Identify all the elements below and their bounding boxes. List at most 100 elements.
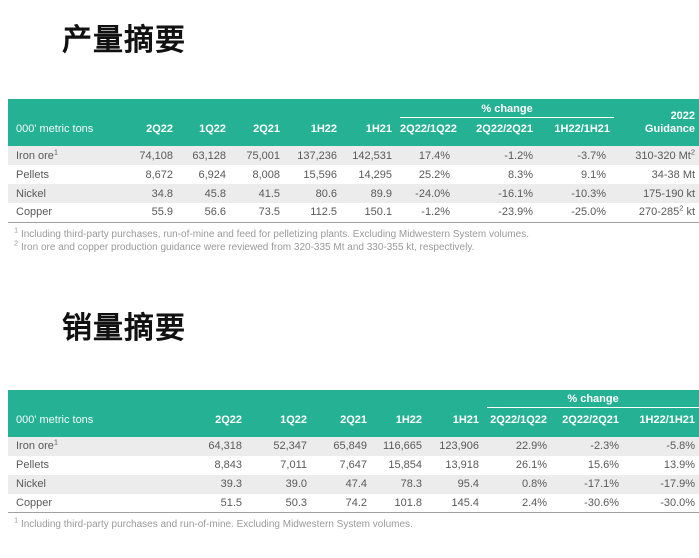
production-table: % change 2022 Guidance 000' metric tons …	[8, 99, 699, 223]
cell-value: -5.8%	[666, 440, 696, 452]
cell-value: 6,924	[198, 168, 226, 181]
table-row: Copper 51.5 50.3 74.2 101.8 145.4 2.4% -…	[8, 494, 699, 513]
row-label: Nickel	[16, 187, 46, 200]
cell-value: 14,295	[358, 168, 393, 181]
cell-value: -23.9%	[498, 206, 534, 219]
table-row: Iron ore1 74,108 63,128 75,001 137,236 1…	[8, 146, 699, 165]
cell-value: 8,672	[145, 168, 173, 181]
cell-value: 112.5	[310, 206, 337, 219]
sup: 1	[53, 146, 59, 156]
column-header: 2Q22/1Q22	[400, 117, 459, 146]
header-columns-row: 000' metric tons 2Q22 1Q22 2Q21 1H22 1H2…	[8, 117, 699, 146]
cell-value: 52,347	[273, 440, 307, 452]
cell-value: 8,843	[214, 459, 242, 471]
sup: 1	[14, 515, 19, 525]
column-header: 2Q22/2Q21	[458, 117, 542, 146]
cell-value: -1.2%	[504, 149, 534, 162]
cell-value: 74,108	[139, 149, 173, 162]
row-label: Iron ore1	[16, 146, 59, 162]
cell-value: -3.7%	[577, 149, 607, 162]
cell-value: 89.9	[370, 187, 393, 200]
cell-value: -2.3%	[590, 440, 620, 452]
cell-value: 63,128	[192, 149, 226, 162]
guidance-value: 270-2852 kt	[638, 203, 696, 219]
cell-value: 22.9%	[515, 440, 548, 452]
cell-value: 9.1%	[580, 168, 607, 181]
cell-value: -30.0%	[660, 496, 696, 509]
cell-value: 51.5	[220, 496, 242, 509]
guidance-value: 175-190 kt	[643, 187, 696, 200]
sales-table-header: % change 000' metric tons 2Q22 1Q22 2Q21…	[8, 389, 699, 437]
sup: 1	[53, 437, 59, 447]
production-title: 产量摘要	[62, 23, 186, 58]
production-table-header: % change 2022 Guidance 000' metric tons …	[8, 99, 699, 146]
cell-value: 137,236	[297, 149, 337, 162]
cell-value: 8,008	[252, 168, 280, 181]
cell-value: -30.6%	[584, 496, 620, 509]
guidance-value: 310-320 Mt2	[635, 146, 696, 162]
column-header: 1Q22	[181, 117, 234, 146]
row-label: Pellets	[16, 459, 50, 471]
cell-value: 41.5	[258, 187, 280, 200]
cell-value: 25.2%	[418, 168, 451, 181]
cell-value: 8.3%	[507, 168, 534, 181]
row-label: Pellets	[16, 168, 50, 181]
cell-value: 47.4	[345, 478, 367, 490]
column-header: 2Q22	[130, 117, 181, 146]
cell-value: -1.2%	[421, 206, 451, 219]
cell-value: -24.0%	[415, 187, 451, 200]
guidance-header-line2: Guidance	[644, 122, 696, 135]
header-group-row: % change	[8, 389, 699, 408]
sup: 2	[14, 238, 19, 248]
cell-value: -17.9%	[660, 478, 696, 490]
sales-title: 销量摘要	[62, 310, 186, 346]
cell-value: 55.9	[151, 206, 173, 219]
cell-value: 39.0	[285, 478, 307, 490]
cell-value: 145.4	[451, 496, 480, 509]
cell-value: 39.3	[220, 478, 242, 490]
column-header: 1Q22	[250, 407, 315, 437]
guidance-column-header: 2022 Guidance	[614, 99, 699, 146]
table-row: Copper 55.9 56.6 73.5 112.5 150.1 -1.2% …	[8, 203, 699, 222]
header-columns-row: 000' metric tons 2Q22 1Q22 2Q21 1H22 1H2…	[8, 407, 699, 437]
cell-value: -17.1%	[584, 478, 620, 490]
footnote: 1 Including third-party purchases and ru…	[14, 515, 413, 530]
cell-value: 78.3	[400, 478, 422, 490]
header-spacer	[8, 389, 488, 408]
cell-value: 13,918	[445, 459, 480, 471]
row-label: Nickel	[16, 478, 46, 490]
column-header: 1H22	[288, 117, 345, 146]
unit-label: 000' metric tons	[8, 407, 143, 437]
column-header: 1H22	[375, 407, 430, 437]
column-header: 2Q22	[143, 407, 250, 437]
pct-change-group-header: % change	[487, 389, 699, 408]
cell-value: 64,318	[208, 440, 242, 452]
table-row: Nickel 39.3 39.0 47.4 78.3 95.4 0.8% -17…	[8, 474, 699, 494]
row-label: Iron ore1	[16, 437, 59, 452]
pct-change-group-header: % change	[400, 99, 615, 118]
row-label: Copper	[16, 496, 53, 509]
cell-value: 142,531	[352, 149, 393, 162]
cell-value: 45.8	[204, 187, 226, 200]
table-row: Iron ore1 64,318 52,347 65,849 116,665 1…	[8, 436, 699, 456]
column-header: 2Q22/2Q21	[555, 407, 628, 437]
cell-value: 65,849	[333, 440, 367, 452]
cell-value: 15,854	[388, 459, 422, 471]
cell-value: 7,011	[280, 459, 307, 471]
column-header: 2Q21	[234, 117, 288, 146]
production-footnotes: 1 Including third-party purchases, run-o…	[14, 226, 699, 254]
column-header: 2Q21	[315, 407, 375, 437]
sales-table: % change 000' metric tons 2Q22 1Q22 2Q21…	[8, 389, 699, 513]
cell-value: -10.3%	[571, 187, 607, 200]
cell-value: 15,596	[303, 168, 337, 181]
sup: 2	[679, 203, 684, 213]
sales-footnotes: 1 Including third-party purchases and ru…	[14, 515, 699, 531]
footnote: 2 Iron ore and copper production guidanc…	[14, 238, 475, 253]
sup: 2	[690, 146, 696, 156]
guidance-value: 34-38 Mt	[651, 168, 696, 181]
cell-value: 15.6%	[587, 459, 620, 471]
cell-value: 150.1	[364, 206, 393, 219]
header-spacer	[8, 99, 401, 117]
unit-label: 000' metric tons	[8, 117, 130, 146]
cell-value: 74.2	[345, 496, 367, 509]
